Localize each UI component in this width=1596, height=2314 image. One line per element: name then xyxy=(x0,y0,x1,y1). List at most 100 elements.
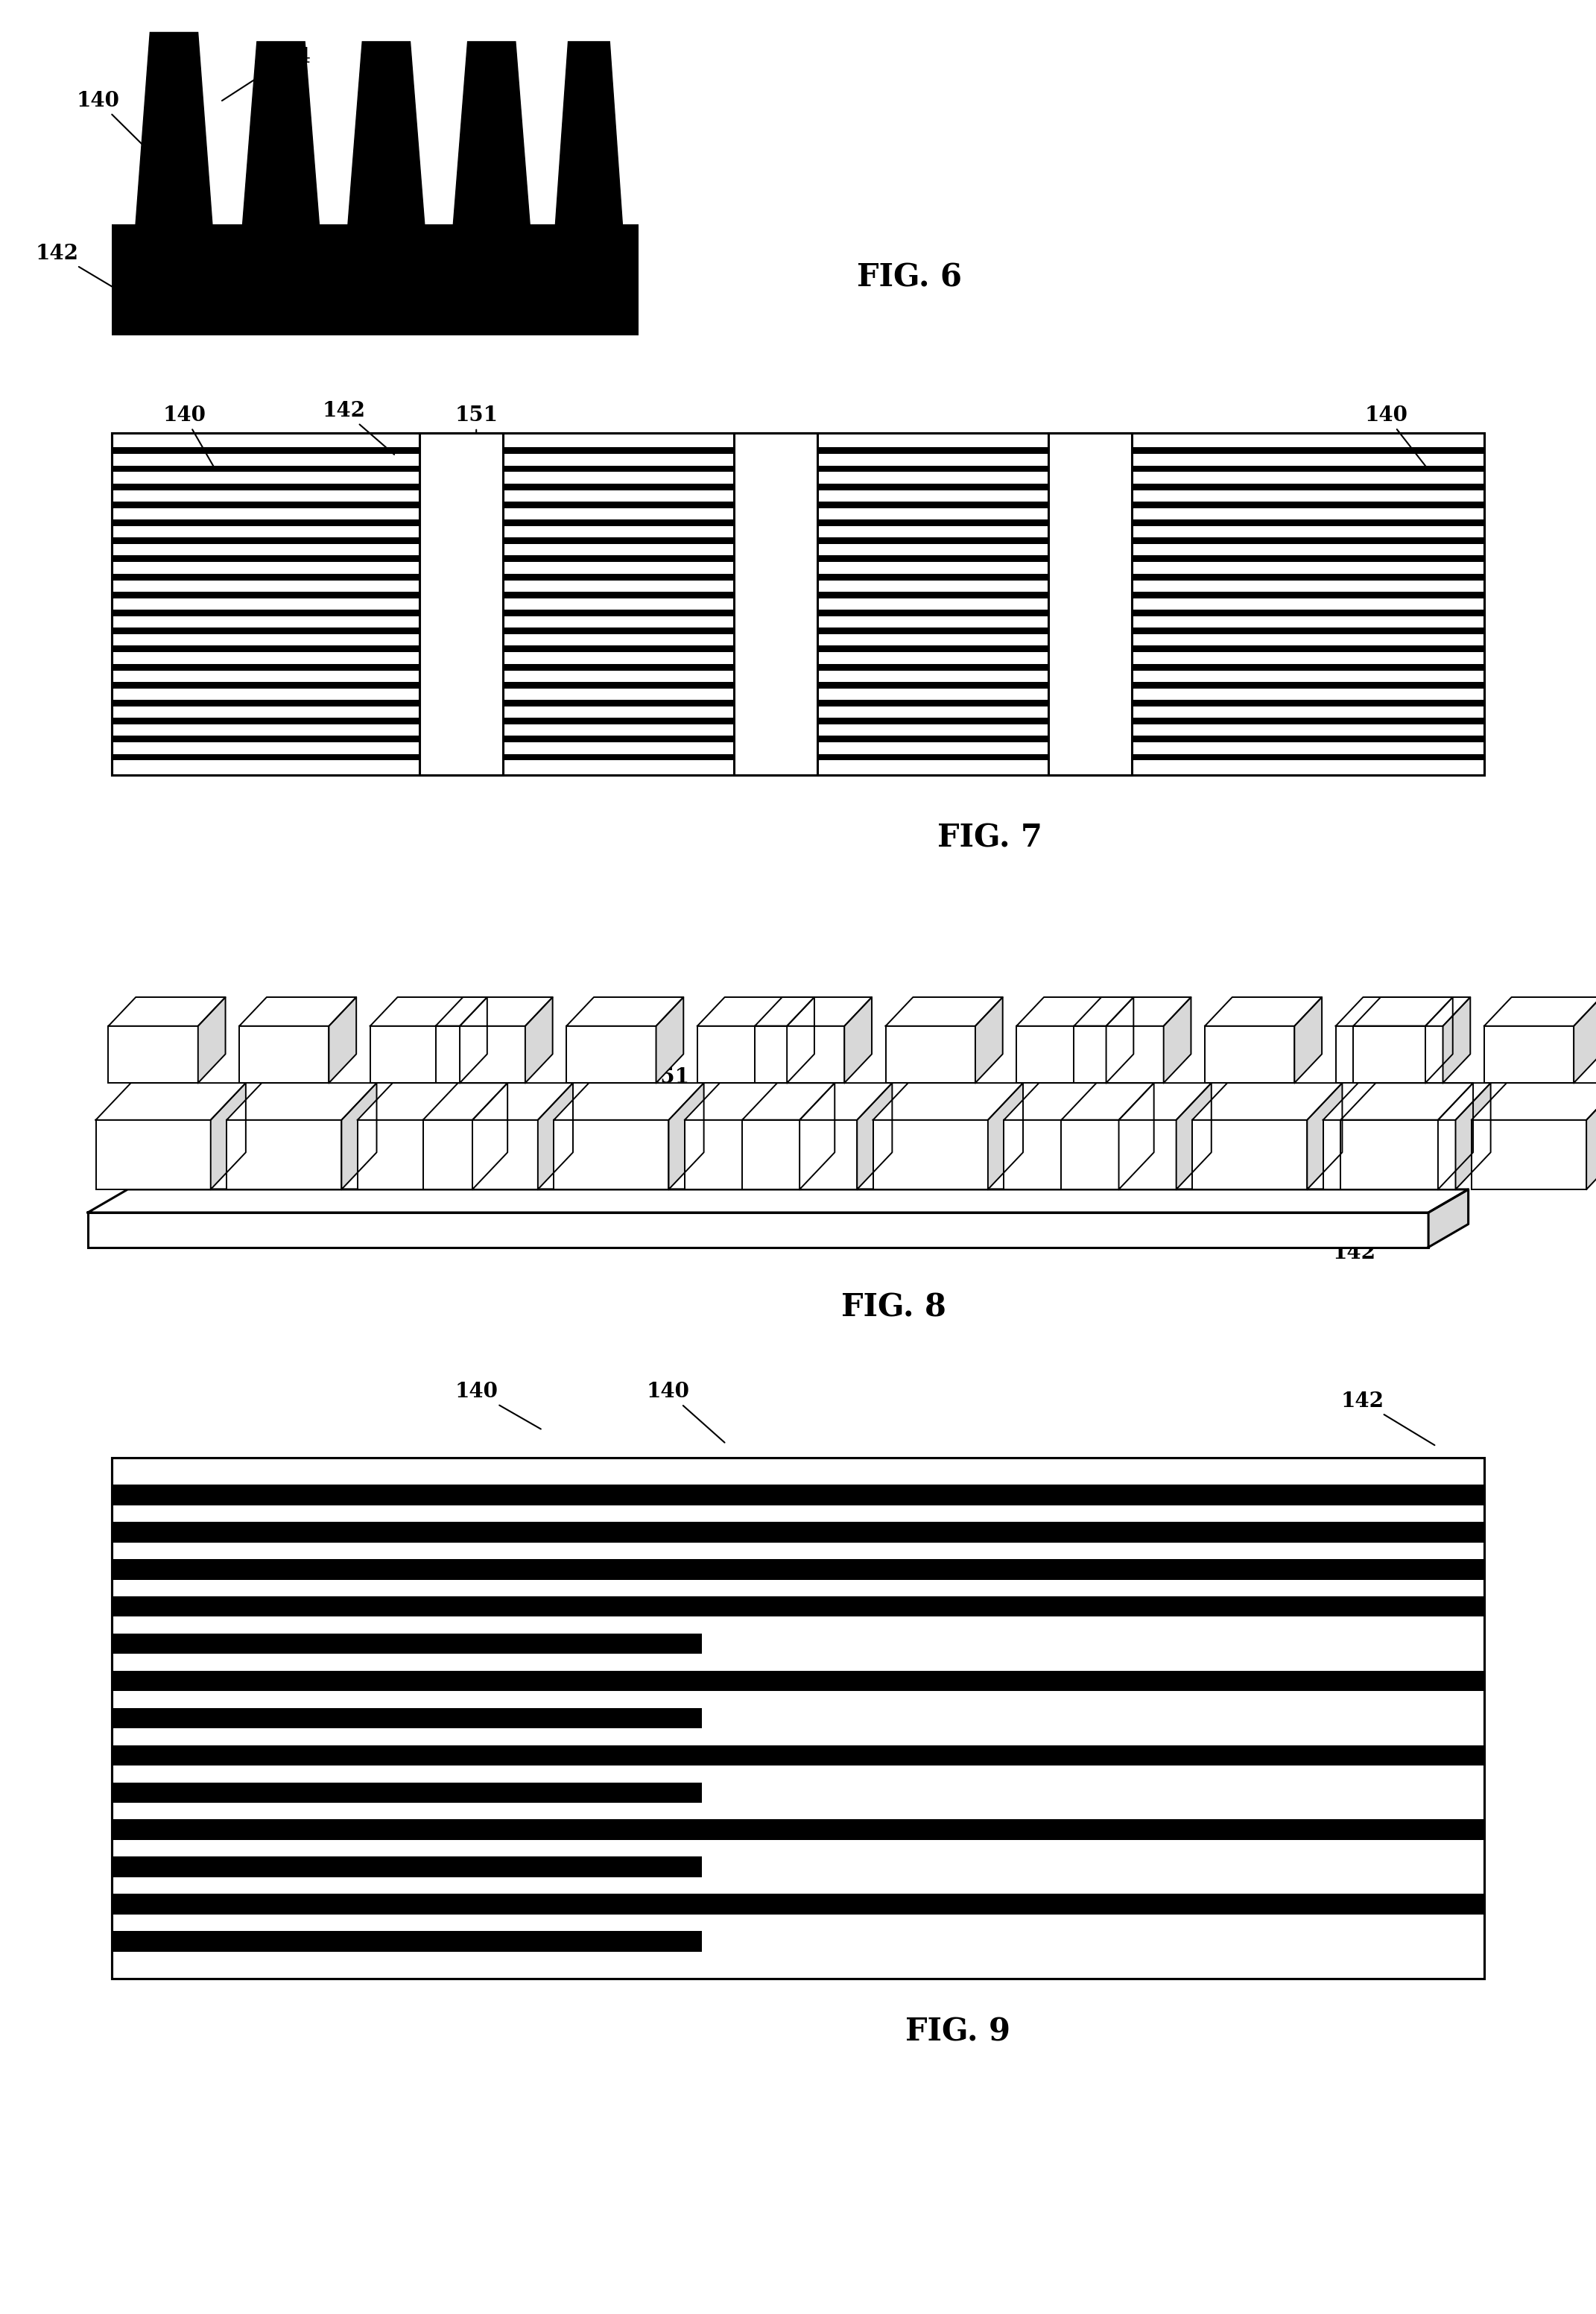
Bar xyxy=(503,699,734,706)
Polygon shape xyxy=(1163,997,1191,1083)
Polygon shape xyxy=(1456,1083,1491,1189)
Polygon shape xyxy=(554,1083,704,1120)
Polygon shape xyxy=(1205,997,1321,1025)
Polygon shape xyxy=(211,1083,246,1189)
Polygon shape xyxy=(1176,1083,1211,1189)
Bar xyxy=(567,1025,656,1083)
Polygon shape xyxy=(1307,1083,1342,1189)
Polygon shape xyxy=(857,1083,892,1189)
Bar xyxy=(817,574,1049,581)
Polygon shape xyxy=(96,1083,246,1120)
Polygon shape xyxy=(1017,997,1133,1025)
Polygon shape xyxy=(1119,1083,1154,1189)
Bar xyxy=(697,1025,787,1083)
Bar xyxy=(817,484,1049,491)
Bar xyxy=(1061,1120,1176,1189)
Text: FIG. 9: FIG. 9 xyxy=(905,2015,1010,2048)
Polygon shape xyxy=(136,32,212,224)
Polygon shape xyxy=(329,997,356,1083)
Polygon shape xyxy=(1336,997,1452,1025)
Bar xyxy=(503,592,734,599)
Bar xyxy=(1341,1120,1456,1189)
Bar xyxy=(503,537,734,544)
Polygon shape xyxy=(1428,1189,1468,1247)
Bar xyxy=(112,1893,1484,1914)
Bar xyxy=(1192,1120,1307,1189)
Bar xyxy=(112,1486,1484,1504)
Bar xyxy=(1353,1025,1443,1083)
Bar xyxy=(112,1932,702,1951)
Polygon shape xyxy=(844,997,871,1083)
Bar xyxy=(112,699,420,706)
Bar xyxy=(734,433,817,775)
Polygon shape xyxy=(227,1083,377,1120)
Polygon shape xyxy=(988,1083,1023,1189)
Polygon shape xyxy=(1574,997,1596,1083)
Bar xyxy=(112,555,420,562)
Bar xyxy=(1017,1025,1106,1083)
Polygon shape xyxy=(1074,997,1191,1025)
Bar xyxy=(817,592,1049,599)
Bar xyxy=(1132,754,1484,761)
Bar xyxy=(1205,1025,1294,1083)
Bar xyxy=(503,683,734,687)
Polygon shape xyxy=(975,997,1002,1083)
Polygon shape xyxy=(1294,997,1321,1083)
Bar xyxy=(817,627,1049,634)
Bar xyxy=(503,502,734,509)
Polygon shape xyxy=(787,997,814,1083)
Bar xyxy=(112,1819,1484,1840)
Bar xyxy=(817,736,1049,743)
Text: 140: 140 xyxy=(163,405,214,467)
Bar xyxy=(112,537,420,544)
Bar xyxy=(1132,646,1484,653)
Bar xyxy=(817,465,1049,472)
Bar xyxy=(503,465,734,472)
Bar xyxy=(370,1025,460,1083)
Polygon shape xyxy=(1484,997,1596,1025)
Polygon shape xyxy=(886,997,1002,1025)
Text: FIG. 7: FIG. 7 xyxy=(937,821,1042,854)
Bar xyxy=(817,664,1049,671)
Bar xyxy=(817,447,1049,454)
Bar xyxy=(112,592,420,599)
Polygon shape xyxy=(472,1083,508,1189)
Bar xyxy=(1074,1025,1163,1083)
Bar xyxy=(817,537,1049,544)
Bar xyxy=(1132,465,1484,472)
Polygon shape xyxy=(342,1083,377,1189)
Text: 140: 140 xyxy=(455,1381,541,1430)
Bar xyxy=(227,1120,342,1189)
Bar xyxy=(112,1856,702,1877)
Bar xyxy=(1336,1025,1425,1083)
Polygon shape xyxy=(239,997,356,1025)
Bar xyxy=(112,1745,1484,1766)
Polygon shape xyxy=(685,1083,835,1120)
Polygon shape xyxy=(460,997,487,1083)
Bar xyxy=(112,1597,1484,1617)
Bar xyxy=(817,521,1049,525)
Bar xyxy=(817,683,1049,687)
Bar xyxy=(503,521,734,525)
Text: 140: 140 xyxy=(1034,1067,1092,1118)
Bar xyxy=(1004,1120,1119,1189)
Bar xyxy=(817,646,1049,653)
Bar xyxy=(420,433,503,775)
Bar xyxy=(112,433,1484,775)
Bar xyxy=(503,717,734,724)
Polygon shape xyxy=(1341,1083,1491,1120)
Bar xyxy=(112,609,420,616)
Bar xyxy=(503,664,734,671)
Text: 140: 140 xyxy=(1365,405,1427,467)
Bar xyxy=(742,1120,857,1189)
Text: FIG. 6: FIG. 6 xyxy=(857,261,962,294)
Polygon shape xyxy=(370,997,487,1025)
Bar xyxy=(112,1708,702,1729)
Bar xyxy=(1132,717,1484,724)
Bar xyxy=(423,1120,538,1189)
Bar xyxy=(1132,609,1484,616)
Polygon shape xyxy=(1106,997,1133,1083)
Bar xyxy=(503,754,734,761)
Polygon shape xyxy=(436,997,552,1025)
Bar xyxy=(1132,699,1484,706)
